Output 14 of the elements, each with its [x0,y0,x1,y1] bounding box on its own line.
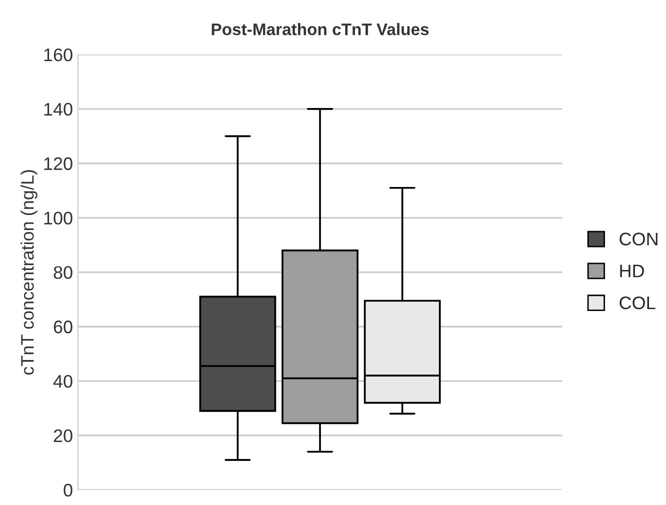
y-tick-label: 0 [64,484,72,497]
y-tick-label: 20 [54,429,72,442]
legend-label: HD [620,264,644,278]
y-tick-label: 60 [54,320,72,334]
chart-title: Post-Marathon cTnT Values [212,23,429,36]
y-tick-label: 40 [53,374,72,388]
legend-label: COL [620,296,656,310]
y-tick-label: 140 [44,102,72,116]
legend-label: CON [620,232,658,246]
y-tick-label: 120 [44,157,72,170]
y-tick-label: 100 [44,212,72,224]
y-axis-title: cTnT concentration (ng/L) [20,170,38,375]
y-tick-label: 160 [44,48,72,62]
y-tick-label: 80 [54,266,72,279]
